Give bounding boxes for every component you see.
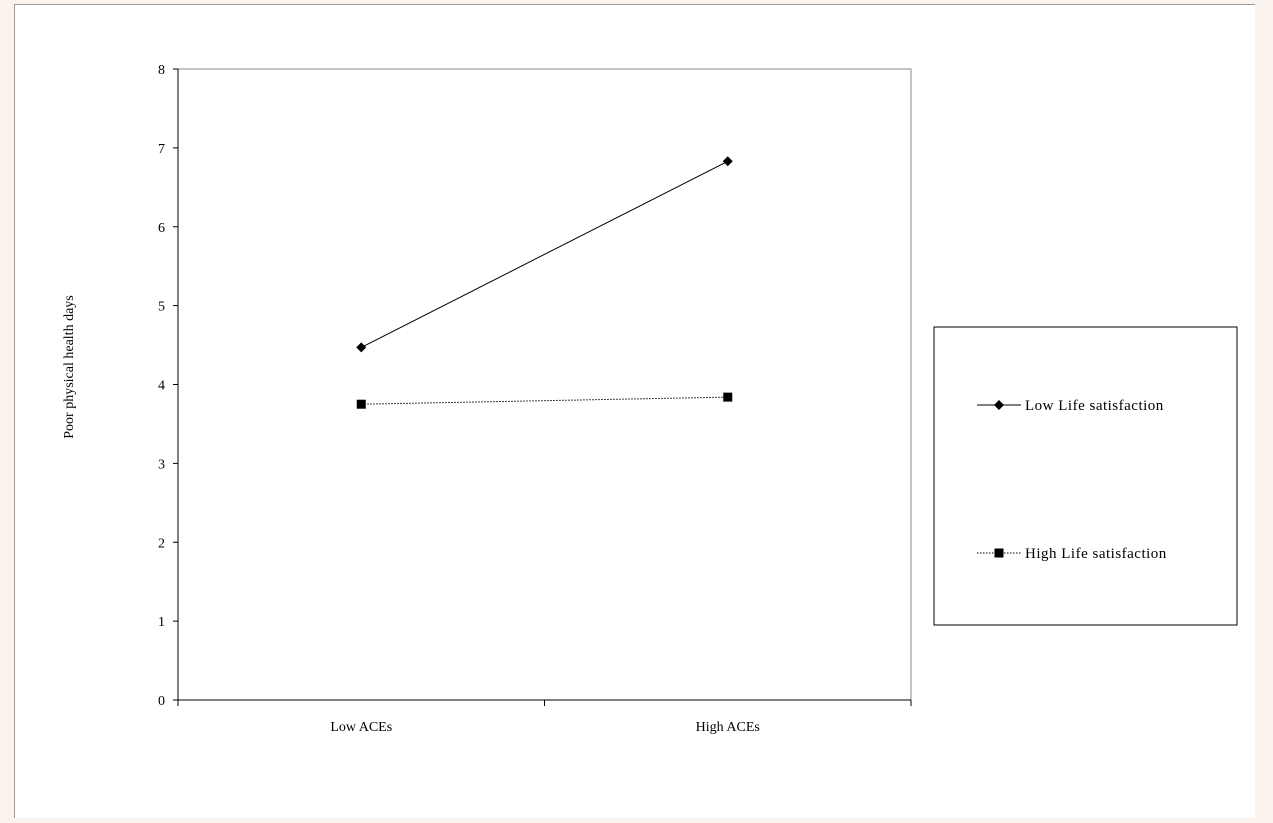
series-1 [356, 392, 733, 409]
y-tick-label: 1 [158, 615, 165, 630]
y-axis-title: Poor physical health days [62, 295, 77, 438]
plot-area [177, 68, 912, 701]
legend-label: High Life satisfaction [1025, 546, 1167, 562]
series-line [361, 396, 728, 405]
legend-item: High Life satisfaction [977, 546, 1167, 562]
data-point [356, 399, 366, 409]
legend-label: Low Life satisfaction [1025, 398, 1164, 414]
legend-item: Low Life satisfaction [977, 398, 1164, 414]
series-line [361, 160, 728, 348]
legend: Low Life satisfaction High Life satisfact… [933, 326, 1238, 626]
series-layer [356, 156, 733, 409]
data-point [722, 156, 733, 167]
y-tick-label: 8 [158, 63, 165, 78]
y-tick-label: 2 [158, 536, 165, 551]
y-tick-label: 5 [158, 300, 165, 315]
y-axis: 0 1 2 3 4 5 6 7 8 [158, 63, 179, 709]
y-tick-label: 3 [158, 457, 165, 472]
x-tick-label: High ACEs [696, 720, 760, 735]
legend-marker [994, 548, 1004, 558]
line-chart: 0 1 2 3 4 5 6 7 8 Low ACEs High ACEs Poor physica… [62, 63, 1238, 735]
legend-items: Low Life satisfaction High Life satisfact… [977, 398, 1167, 562]
x-axis: Low ACEs High ACEs [177, 699, 912, 735]
data-point [356, 342, 367, 353]
data-point [723, 392, 733, 402]
legend-marker [994, 400, 1004, 410]
y-tick-label: 7 [158, 142, 165, 157]
y-tick-label: 0 [158, 694, 165, 709]
y-tick-label: 4 [158, 379, 165, 394]
legend-box [933, 326, 1238, 626]
series-0 [356, 156, 733, 353]
chart-frame: 0 1 2 3 4 5 6 7 8 Low ACEs High ACEs Poor physica… [14, 4, 1255, 818]
y-tick-label: 6 [158, 221, 165, 236]
x-tick-label: Low ACEs [330, 720, 392, 735]
